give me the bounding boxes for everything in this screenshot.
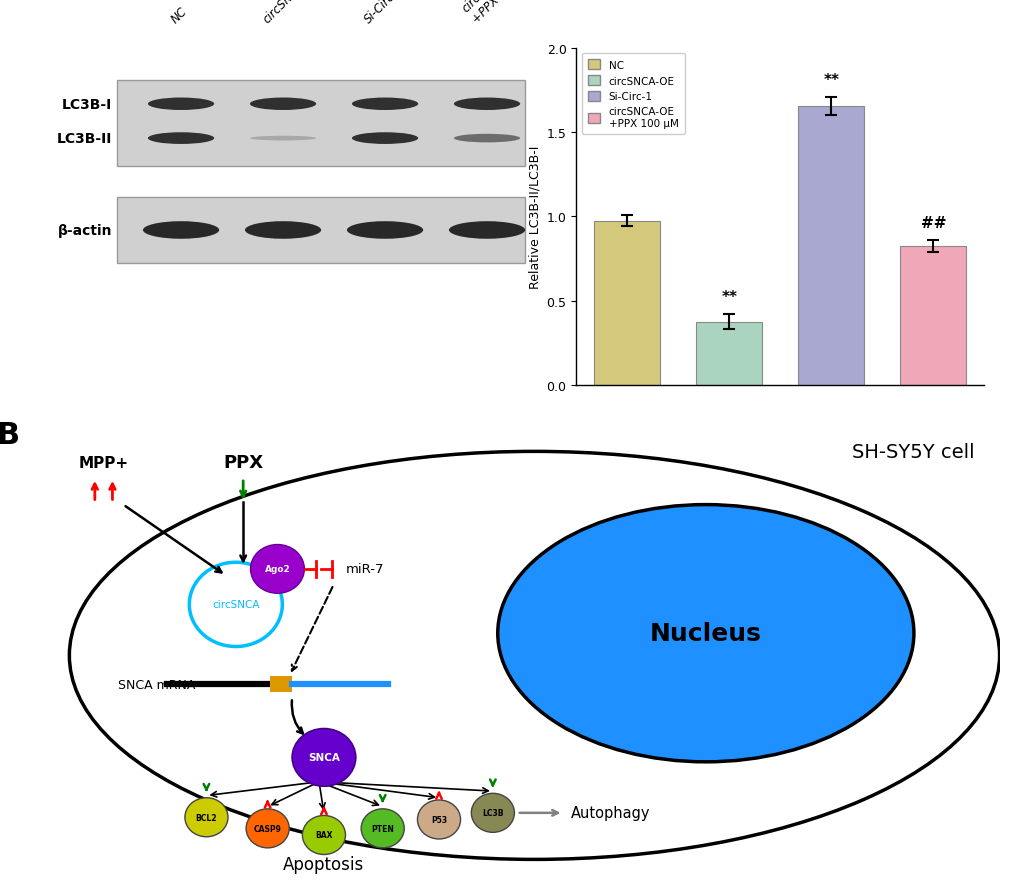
Ellipse shape xyxy=(69,452,999,859)
Ellipse shape xyxy=(245,222,321,239)
Bar xyxy=(797,107,864,385)
Text: circSNCA-OE: circSNCA-OE xyxy=(260,0,322,26)
Circle shape xyxy=(246,809,289,848)
Ellipse shape xyxy=(346,222,423,239)
Bar xyxy=(593,222,660,385)
Text: BCL2: BCL2 xyxy=(196,812,217,822)
Ellipse shape xyxy=(453,98,520,111)
Text: SNCA: SNCA xyxy=(308,752,339,763)
Circle shape xyxy=(302,815,345,854)
Ellipse shape xyxy=(352,133,418,144)
Text: LC3B-II: LC3B-II xyxy=(57,132,112,146)
Text: Si-Circ-1: Si-Circ-1 xyxy=(362,0,406,26)
Circle shape xyxy=(251,545,304,594)
Bar xyxy=(900,246,966,385)
Text: Autophagy: Autophagy xyxy=(571,805,649,820)
Text: **: ** xyxy=(822,73,839,88)
Text: circSNCA: circSNCA xyxy=(212,600,259,610)
Ellipse shape xyxy=(143,222,219,239)
Y-axis label: Relative LC3B-II/LC3B-I: Relative LC3B-II/LC3B-I xyxy=(528,145,540,289)
Bar xyxy=(117,198,525,264)
Text: LC3B: LC3B xyxy=(482,808,503,818)
Circle shape xyxy=(190,563,282,647)
Text: Apoptosis: Apoptosis xyxy=(283,855,364,873)
Text: miR-7: miR-7 xyxy=(345,563,384,576)
Text: MPP+: MPP+ xyxy=(78,455,128,470)
Ellipse shape xyxy=(250,98,316,111)
Ellipse shape xyxy=(250,136,316,141)
Ellipse shape xyxy=(148,98,214,111)
Text: CASP9: CASP9 xyxy=(254,824,281,833)
Ellipse shape xyxy=(352,98,418,111)
Bar xyxy=(695,323,761,385)
Circle shape xyxy=(291,728,356,787)
Ellipse shape xyxy=(448,222,525,239)
Bar xyxy=(270,677,291,693)
Circle shape xyxy=(417,800,461,839)
Ellipse shape xyxy=(453,135,520,144)
Text: β-actin: β-actin xyxy=(58,224,112,237)
Circle shape xyxy=(471,794,514,833)
Circle shape xyxy=(184,797,228,836)
Text: PTEN: PTEN xyxy=(371,824,393,833)
Bar xyxy=(117,81,525,167)
Ellipse shape xyxy=(148,133,214,144)
Ellipse shape xyxy=(497,505,913,762)
Circle shape xyxy=(361,809,404,848)
Text: P53: P53 xyxy=(430,815,446,824)
Text: LC3B-I: LC3B-I xyxy=(62,97,112,112)
Text: ##: ## xyxy=(920,215,946,230)
Legend: NC, circSNCA-OE, Si-Circ-1, circSNCA-OE
+PPX 100 μM: NC, circSNCA-OE, Si-Circ-1, circSNCA-OE … xyxy=(581,54,684,136)
Text: Ago2: Ago2 xyxy=(264,564,290,574)
Text: circSNCA-OE
+PPX 100 μM: circSNCA-OE +PPX 100 μM xyxy=(459,0,535,26)
Text: B: B xyxy=(0,421,19,450)
Text: **: ** xyxy=(720,290,737,305)
Text: SH-SY5Y cell: SH-SY5Y cell xyxy=(852,443,974,462)
Text: Nucleus: Nucleus xyxy=(649,621,761,646)
Text: PPX: PPX xyxy=(223,454,263,472)
Text: BAX: BAX xyxy=(315,830,332,840)
Text: SNCA mRNA: SNCA mRNA xyxy=(118,678,196,691)
Text: NC: NC xyxy=(168,4,190,26)
